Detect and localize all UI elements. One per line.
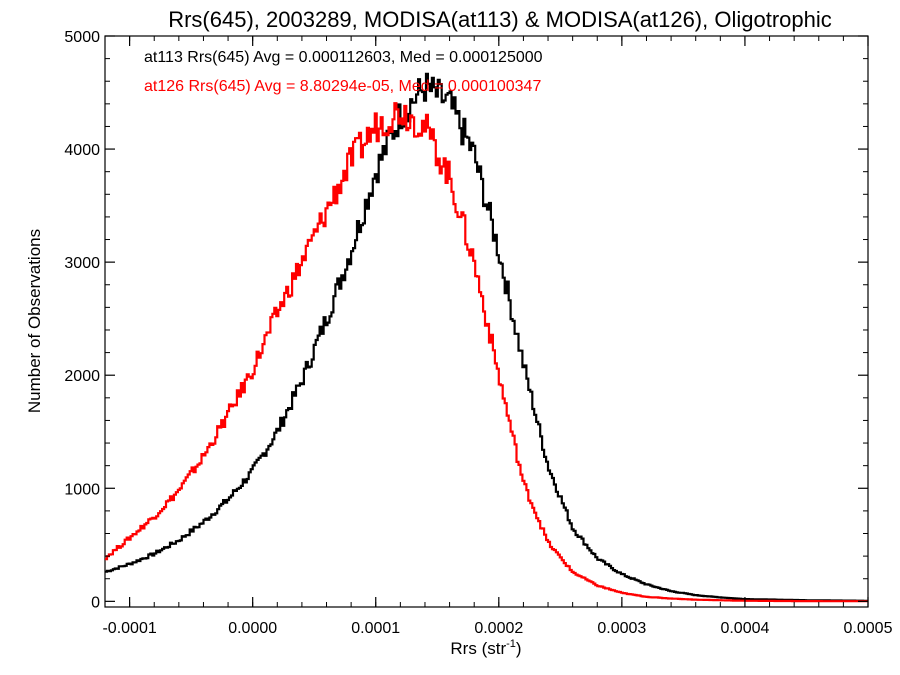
x-tick-label: 0.0004 — [720, 620, 769, 637]
y-tick-label: 0 — [91, 594, 100, 611]
x-tick-label: 0.0005 — [844, 620, 893, 637]
x-axis-label: Rrs (str-1) — [450, 638, 521, 658]
y-tick-label: 5000 — [64, 29, 100, 46]
series-stats-at126: at126 Rrs(645) Avg = 8.80294e-05, Med = … — [144, 78, 541, 95]
tick-layer: -0.0001 0.0000 0.0001 0.0002 0.0003 0.0004 0.0… — [64, 29, 892, 637]
y-tick-label: 2000 — [64, 368, 100, 385]
x-axis-label-superscript: -1 — [506, 638, 516, 650]
x-tick-label: -0.0001 — [102, 620, 156, 637]
series-line-at113 — [105, 72, 868, 602]
x-tick-label: 0.0001 — [351, 620, 400, 637]
x-tick-label: 0.0000 — [228, 620, 277, 637]
x-tick-label: 0.0003 — [597, 620, 646, 637]
y-axis-label: Number of Observations — [25, 229, 44, 413]
series-line-at126 — [105, 102, 868, 603]
series-stats-at113: at113 Rrs(645) Avg = 0.000112603, Med = … — [144, 49, 543, 66]
x-tick-label: 0.0002 — [474, 620, 523, 637]
series-layer — [105, 72, 868, 603]
y-tick-label: 4000 — [64, 142, 100, 159]
y-tick-label: 1000 — [64, 481, 100, 498]
x-axis-label-close: ) — [516, 639, 522, 658]
y-tick-label: 3000 — [64, 255, 100, 272]
plot-frame — [104, 35, 869, 608]
chart-title: Rrs(645), 2003289, MODISA(at113) & MODIS… — [168, 7, 832, 32]
x-axis-label-main: Rrs (str — [450, 639, 506, 658]
